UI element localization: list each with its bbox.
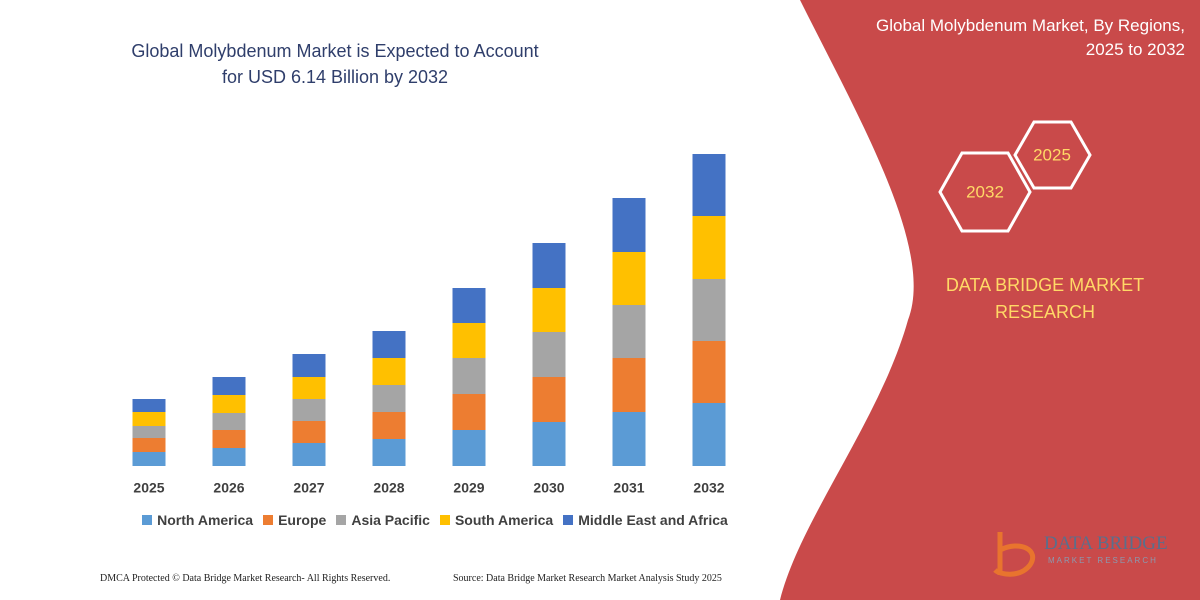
- bar-segment: [372, 439, 406, 466]
- bar-segment: [452, 394, 486, 430]
- chart-title: Global Molybdenum Market is Expected to …: [131, 41, 539, 87]
- bar-segment: [372, 412, 406, 439]
- x-tick-label: 2026: [213, 480, 244, 496]
- legend-item: Europe: [263, 512, 326, 528]
- bar-segment: [292, 354, 326, 377]
- bar-segment: [292, 399, 326, 421]
- bar-segment: [132, 452, 166, 466]
- logo-tagline: MARKET RESEARCH: [1048, 556, 1158, 565]
- x-tick-label: 2031: [613, 480, 644, 496]
- legend-label: Europe: [278, 512, 327, 528]
- legend-swatch: [439, 515, 450, 525]
- hexagon-label: 2025: [1033, 145, 1071, 164]
- bar-segment: [612, 358, 646, 412]
- bar-segment: [132, 438, 166, 452]
- bar-segment: [532, 422, 566, 466]
- bar-segment: [132, 399, 166, 412]
- bar-segment: [692, 279, 726, 341]
- legend-item: Asia Pacific: [336, 512, 430, 528]
- bar-segment: [292, 421, 326, 443]
- legend: North America Europe Asia Pacific South Ame…: [100, 512, 770, 528]
- bar-segment: [292, 377, 326, 399]
- footer-left: DMCA Protected © Data Bridge Market Rese…: [100, 573, 391, 584]
- logo-name: DATA BRIDGE: [1044, 533, 1168, 554]
- x-tick-label: 2025: [133, 480, 164, 496]
- bar-segment: [452, 430, 486, 466]
- bar-segment: [372, 385, 406, 412]
- legend-label: North America: [157, 512, 254, 528]
- hexagon: [1013, 120, 1092, 190]
- bar-segment: [212, 448, 246, 466]
- x-tick-label: 2029: [453, 480, 484, 496]
- bar-segment: [452, 288, 486, 323]
- x-tick-label: 2030: [533, 480, 564, 496]
- bar-segment: [372, 358, 406, 385]
- logo-icon: [993, 532, 1035, 577]
- hexagon: [938, 151, 1032, 233]
- bar-segment: [452, 358, 486, 394]
- bar-segment: [612, 412, 646, 466]
- bar-segment: [132, 426, 166, 438]
- bar-segment: [532, 243, 566, 288]
- bar-segment: [692, 154, 726, 216]
- bar-segment: [132, 412, 166, 426]
- x-tick-label: 2027: [293, 480, 324, 496]
- panel-title: Global Molybdenum Market, By Regions, 20…: [876, 16, 1185, 59]
- bar-segment: [692, 341, 726, 403]
- legend-swatch: [563, 515, 574, 525]
- bar-segment: [212, 430, 246, 448]
- brand: DATA BRIDGE MARKET RESEARCH: [945, 275, 1145, 322]
- bar-segment: [532, 377, 566, 422]
- legend-label: South America: [454, 512, 554, 528]
- legend-swatch: [142, 515, 153, 525]
- legend-label: Asia Pacific: [351, 512, 430, 528]
- panel-background: [780, 0, 1200, 600]
- bar-segment: [212, 395, 246, 413]
- legend-item: North America: [142, 512, 253, 528]
- bar-segment: [532, 332, 566, 377]
- bar-segment: [692, 403, 726, 466]
- legend-swatch: [263, 515, 274, 525]
- bar-segment: [612, 198, 646, 252]
- bar-segment: [532, 288, 566, 332]
- x-tick-label: 2032: [693, 480, 724, 496]
- bar-segment: [612, 252, 646, 305]
- bar-segment: [692, 216, 726, 279]
- footer-right: Source: Data Bridge Market Research Mark…: [453, 573, 722, 584]
- bar-segment: [212, 413, 246, 430]
- hexagon-label: 2032: [966, 182, 1004, 201]
- bar-segment: [292, 443, 326, 466]
- legend-label: Middle East and Africa: [578, 512, 728, 528]
- legend-item: South America: [439, 512, 554, 528]
- x-tick-label: 2028: [373, 480, 404, 496]
- legend-swatch: [336, 515, 347, 525]
- legend-item: Middle East and Africa: [563, 512, 728, 528]
- bar-segment: [452, 323, 486, 358]
- bar-segment: [612, 305, 646, 358]
- bar-segment: [372, 331, 406, 358]
- bar-segment: [212, 377, 246, 395]
